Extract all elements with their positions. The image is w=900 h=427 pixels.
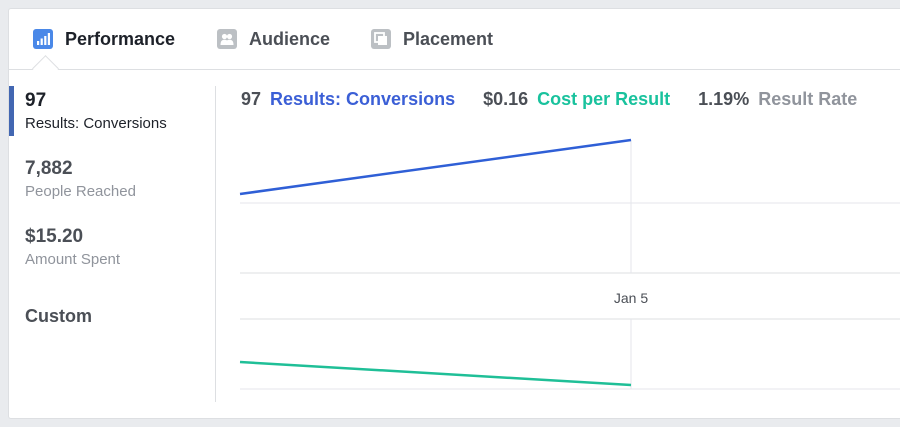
tab-placement[interactable]: Placement xyxy=(371,26,493,52)
metric-results-value: 97 xyxy=(25,90,47,111)
legend-rate-name: Result Rate xyxy=(758,88,858,109)
x-axis-date-label: Jan 5 xyxy=(614,290,648,306)
cost-per-result-series-line xyxy=(239,360,632,387)
metric-people-reached-value: 7,882 xyxy=(25,158,73,179)
active-metric-indicator xyxy=(9,86,14,136)
metric-results-caption: Results: Conversions xyxy=(25,115,167,132)
legend-rate[interactable]: 1.19% Result Rate xyxy=(698,89,857,110)
tab-bar: Performance Audience Placement xyxy=(9,9,900,82)
custom-metric-link[interactable]: Custom xyxy=(25,306,92,326)
placement-icon xyxy=(371,29,391,49)
tab-audience[interactable]: Audience xyxy=(217,26,330,52)
legend-cost-name: Cost per Result xyxy=(537,88,671,109)
legend-results-value: 97 xyxy=(241,88,262,109)
legend-cost-value: $0.16 xyxy=(483,88,529,109)
metric-people-reached[interactable]: 7,882 People Reached xyxy=(25,158,136,202)
legend-cost[interactable]: $0.16 Cost per Result xyxy=(483,89,670,110)
metric-amount-spent[interactable]: $15.20 Amount Spent xyxy=(25,226,120,270)
bar-chart-icon xyxy=(33,29,53,49)
tab-audience-label: Audience xyxy=(249,28,331,49)
metric-amount-spent-value: $15.20 xyxy=(25,226,84,247)
results-series-line xyxy=(239,138,632,196)
insights-card: Performance Audience Placement 97 xyxy=(8,8,900,419)
tab-performance-label: Performance xyxy=(65,28,176,49)
legend-results[interactable]: 97 Results: Conversions xyxy=(241,89,455,110)
legend-rate-value: 1.19% xyxy=(698,88,750,109)
people-icon xyxy=(217,29,237,49)
tab-performance[interactable]: Performance xyxy=(33,26,175,52)
metric-amount-spent-caption: Amount Spent xyxy=(25,251,121,268)
tab-placement-label: Placement xyxy=(403,28,494,49)
metric-results[interactable]: 97 Results: Conversions xyxy=(25,90,167,134)
legend-results-name: Results: Conversions xyxy=(270,88,456,109)
metric-sidebar: 97 Results: Conversions 7,882 People Rea… xyxy=(9,86,216,402)
metric-people-reached-caption: People Reached xyxy=(25,183,136,200)
chart-legend: 97 Results: Conversions $0.16 Cost per R… xyxy=(241,88,885,110)
